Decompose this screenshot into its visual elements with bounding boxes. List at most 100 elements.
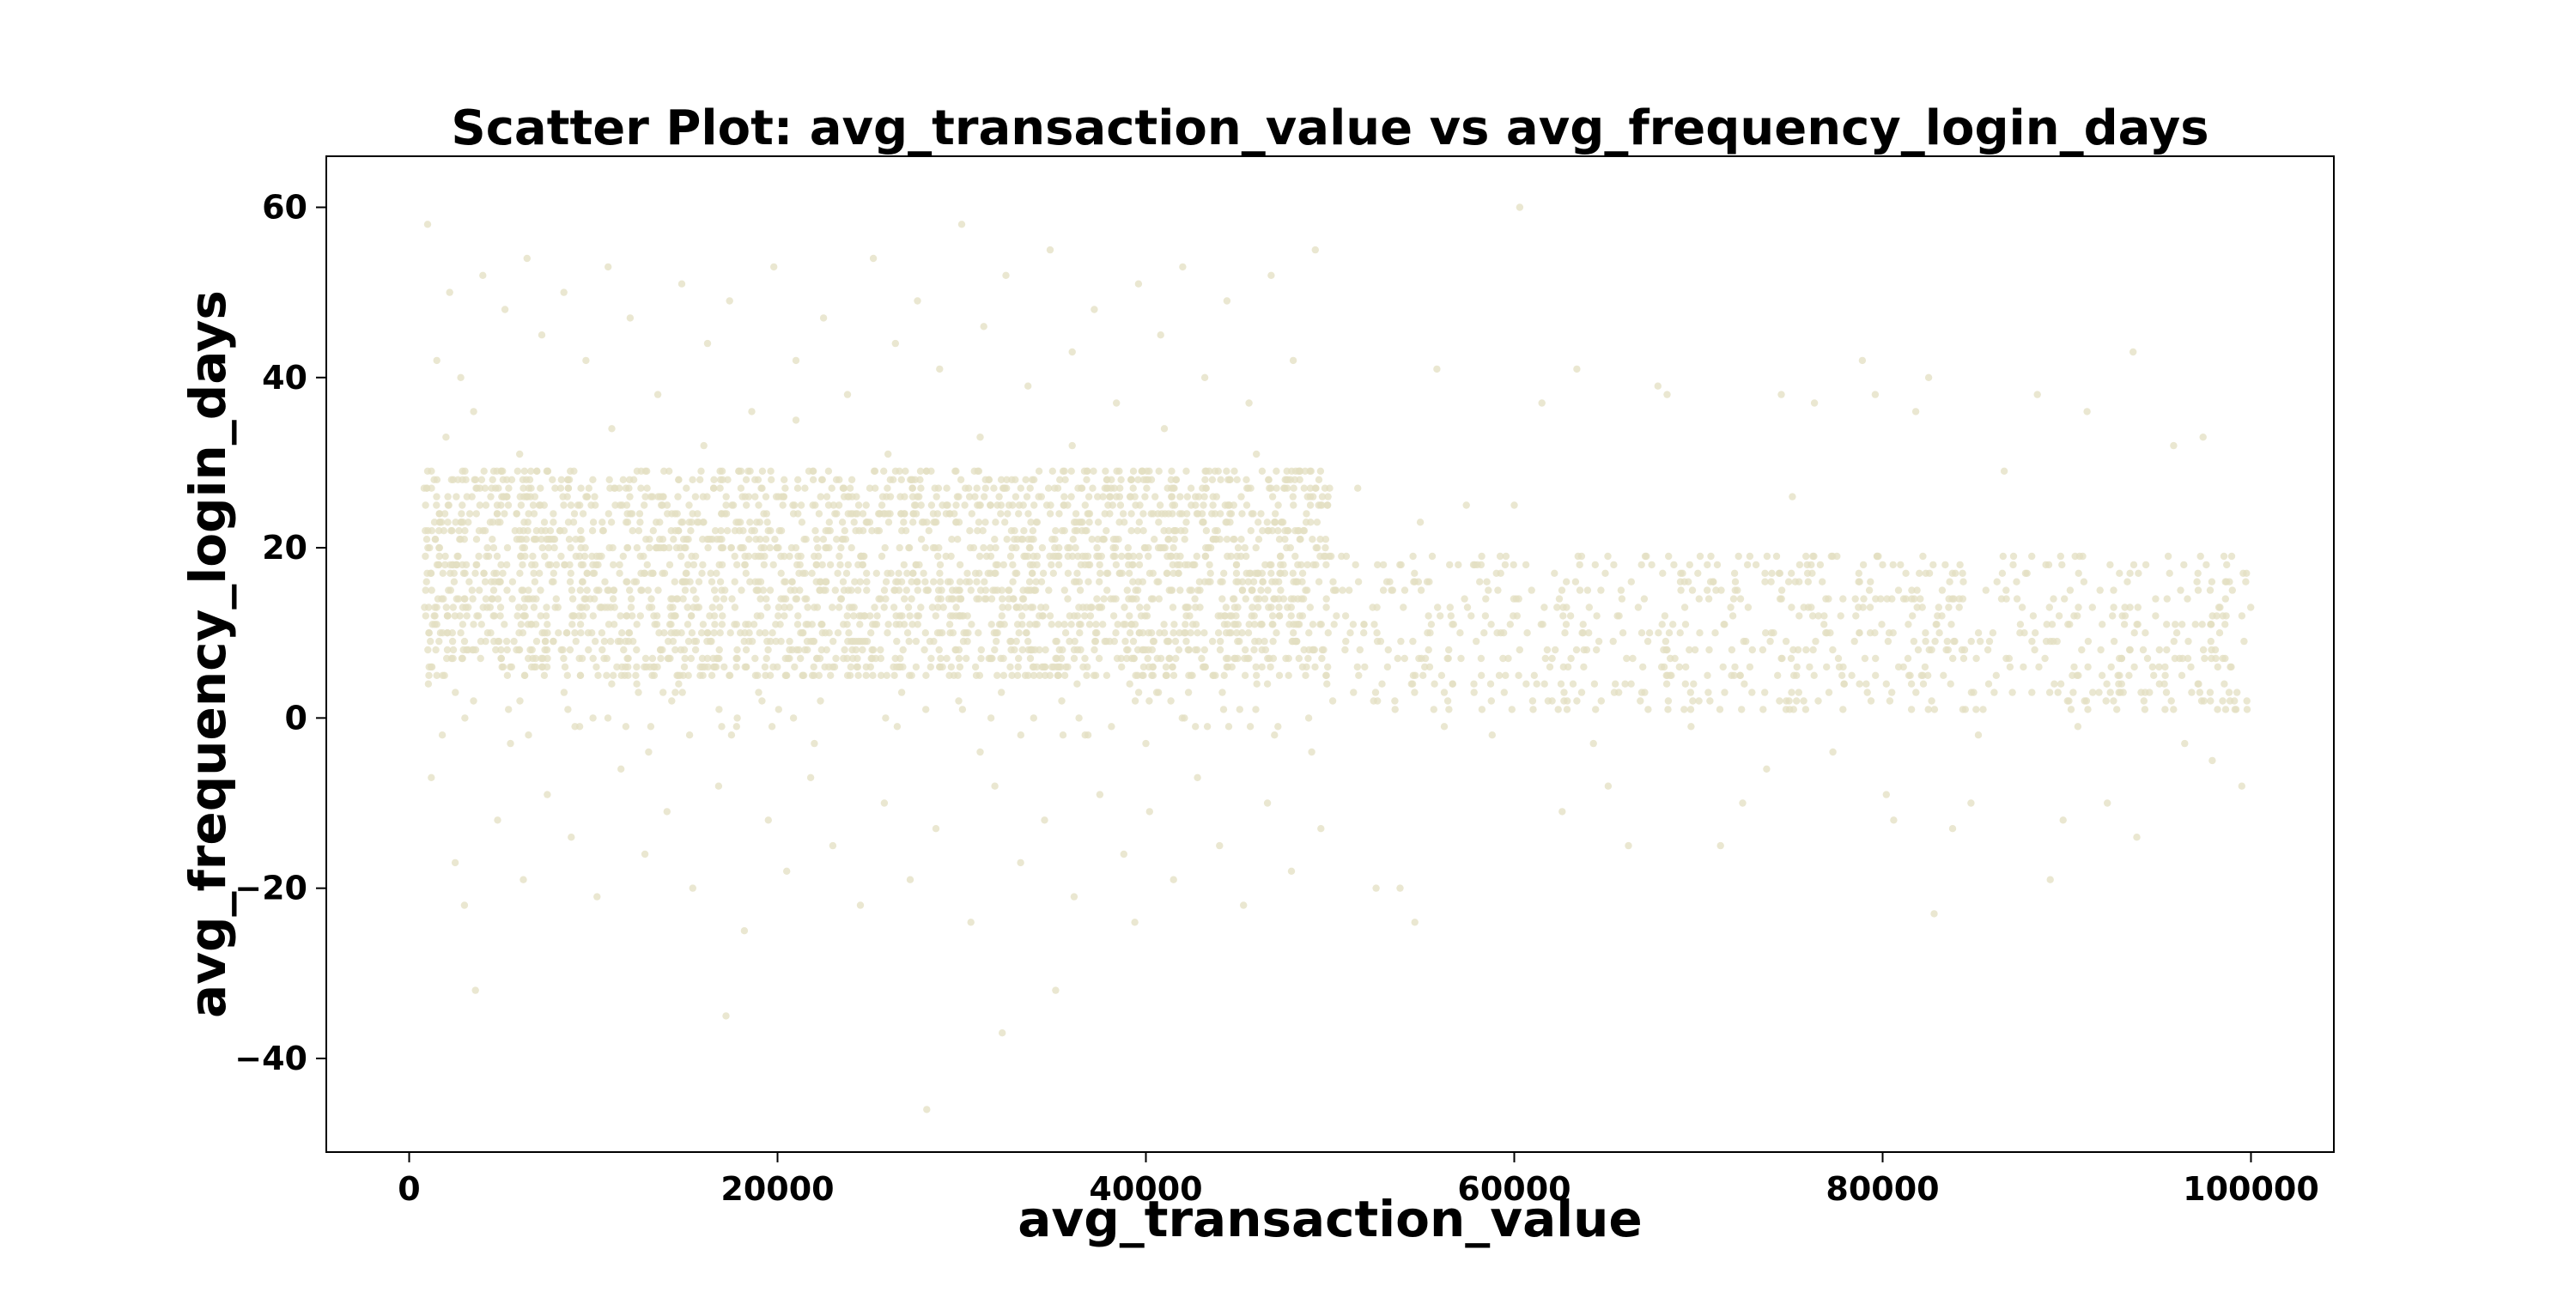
- scatter-point: [649, 527, 657, 535]
- scatter-point: [1861, 654, 1869, 663]
- scatter-point: [724, 476, 732, 483]
- scatter-point: [710, 476, 718, 483]
- scatter-point: [1131, 697, 1139, 705]
- scatter-point: [1253, 680, 1261, 688]
- scatter-point: [525, 484, 532, 492]
- scatter-point: [532, 663, 540, 671]
- scatter-point: [726, 629, 734, 637]
- scatter-point: [1476, 578, 1484, 585]
- scatter-point: [1789, 671, 1798, 679]
- scatter-point: [752, 536, 760, 543]
- scatter-point: [1324, 501, 1332, 509]
- scatter-point: [677, 552, 685, 561]
- scatter-point: [1409, 552, 1417, 561]
- scatter-point: [817, 621, 826, 628]
- scatter-point: [932, 612, 940, 620]
- scatter-point: [1327, 552, 1335, 561]
- scatter-point: [579, 510, 587, 518]
- y-tick-label: −20: [234, 870, 307, 907]
- scatter-point: [1201, 552, 1210, 561]
- scatter-point: [936, 663, 945, 671]
- scatter-point: [525, 731, 532, 739]
- scatter-point: [468, 493, 476, 500]
- scatter-point: [2207, 697, 2215, 705]
- scatter-point: [433, 671, 440, 679]
- scatter-point: [1974, 629, 1983, 637]
- scatter-point: [2103, 680, 2111, 688]
- scatter-point: [1048, 561, 1055, 569]
- scatter-point: [1510, 612, 1517, 620]
- scatter-point: [971, 493, 979, 500]
- scatter-point: [969, 543, 978, 552]
- scatter-point: [2188, 688, 2196, 696]
- scatter-point: [476, 501, 483, 509]
- scatter-point: [1446, 604, 1455, 611]
- scatter-point: [1254, 604, 1262, 611]
- scatter-point: [440, 595, 447, 603]
- scatter-point: [794, 476, 802, 483]
- scatter-point: [1482, 595, 1490, 603]
- scatter-point: [812, 561, 820, 569]
- scatter-point: [710, 629, 718, 637]
- scatter-point: [733, 714, 741, 722]
- scatter-point: [433, 493, 440, 500]
- scatter-point: [854, 586, 862, 594]
- scatter-point: [543, 646, 551, 654]
- scatter-point: [762, 595, 770, 603]
- scatter-point: [1922, 629, 1929, 637]
- scatter-point: [540, 671, 549, 679]
- scatter-point: [1416, 519, 1425, 526]
- scatter-point: [1275, 612, 1284, 620]
- scatter-point: [884, 629, 891, 637]
- scatter-point: [2167, 697, 2175, 705]
- scatter-point: [531, 578, 539, 585]
- scatter-point: [950, 671, 958, 679]
- scatter-point: [1083, 671, 1091, 679]
- scatter-point: [594, 561, 602, 569]
- scatter-point: [2117, 654, 2125, 663]
- scatter-point: [1515, 671, 1522, 679]
- scatter-point: [1033, 519, 1042, 526]
- scatter-point: [732, 663, 740, 671]
- scatter-point: [609, 595, 617, 603]
- scatter-point: [1072, 510, 1080, 518]
- scatter-point: [1250, 612, 1258, 620]
- scatter-point: [1096, 791, 1104, 798]
- scatter-point: [1540, 680, 1548, 688]
- scatter-point: [843, 671, 852, 679]
- scatter-point: [1200, 501, 1207, 509]
- scatter-point: [423, 221, 432, 228]
- scatter-point: [727, 731, 736, 739]
- scatter-point: [520, 612, 528, 620]
- scatter-point: [1278, 519, 1285, 526]
- scatter-point: [1214, 629, 1223, 637]
- scatter-point: [914, 621, 922, 628]
- scatter-point: [746, 578, 754, 585]
- scatter-point: [942, 552, 950, 561]
- scatter-point: [1597, 697, 1606, 705]
- scatter-point: [685, 731, 694, 739]
- scatter-point: [1268, 612, 1277, 620]
- scatter-point: [1713, 561, 1722, 569]
- scatter-point: [1315, 578, 1323, 585]
- scatter-point: [660, 629, 668, 637]
- scatter-point: [2231, 697, 2239, 705]
- scatter-point: [1955, 604, 1963, 611]
- scatter-point: [1712, 586, 1720, 594]
- scatter-point: [519, 476, 527, 483]
- scatter-point: [1023, 493, 1031, 500]
- scatter-point: [1669, 621, 1677, 628]
- scatter-point: [991, 782, 999, 790]
- y-tick-label: 0: [285, 699, 307, 737]
- scatter-point: [497, 561, 505, 569]
- scatter-point: [1356, 646, 1364, 654]
- scatter-point: [929, 543, 938, 552]
- scatter-point: [1169, 663, 1176, 671]
- scatter-point: [1303, 663, 1310, 671]
- scatter-point: [1171, 637, 1180, 646]
- scatter-point: [1064, 501, 1072, 509]
- scatter-point: [623, 612, 630, 620]
- scatter-point: [1502, 671, 1510, 679]
- scatter-point: [1001, 519, 1009, 526]
- scatter-point: [1273, 484, 1280, 492]
